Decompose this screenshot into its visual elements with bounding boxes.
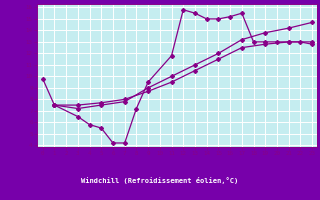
Text: Windchill (Refroidissement éolien,°C): Windchill (Refroidissement éolien,°C) bbox=[81, 176, 239, 184]
